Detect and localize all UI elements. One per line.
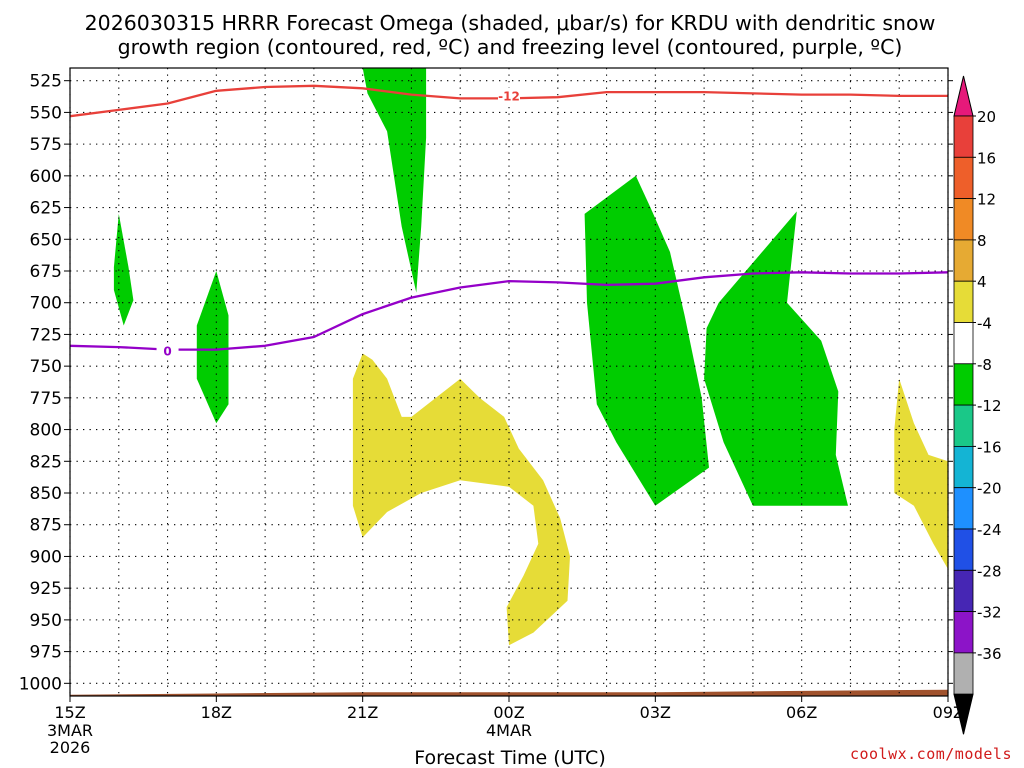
x-axis-label: Forecast Time (UTC): [414, 747, 605, 768]
omega-region: [894, 378, 948, 570]
colorbar-swatch: [953, 322, 974, 365]
x-tick-label: 09Z: [933, 703, 964, 722]
y-tick-label: 975: [30, 643, 62, 663]
omega-region: [113, 213, 134, 326]
y-tick-label: 900: [30, 547, 62, 567]
colorbar-swatch: [953, 404, 974, 447]
y-tick-label: 875: [30, 516, 62, 536]
y-tick-label: 525: [30, 72, 62, 92]
omega-region: [196, 271, 229, 424]
x-tick-label: 15Z: [54, 703, 85, 722]
contour-label-bg: [156, 342, 179, 358]
colorbar-label: -20: [977, 480, 1002, 498]
y-tick-label: 650: [30, 230, 62, 250]
x-tick-year: 2026: [50, 738, 91, 757]
colorbar-bottom-arrow: [953, 693, 974, 735]
colorbar-swatch: [953, 611, 974, 654]
y-tick-label: 800: [30, 421, 62, 441]
y-tick-label: 550: [30, 103, 62, 123]
colorbar-swatch: [953, 528, 974, 571]
x-tick-label: 00Z: [493, 703, 524, 722]
colorbar-swatch: [953, 487, 974, 530]
colorbar-label: -12: [977, 397, 1002, 415]
y-tick-label: 600: [30, 167, 62, 187]
y-tick-label: 750: [30, 357, 62, 377]
colorbar-swatch: [953, 198, 974, 241]
y-tick-label: 625: [30, 199, 62, 219]
x-tick-label: 21Z: [347, 703, 378, 722]
y-axis: 525 550 575 600 625 650 675 700 725 750 775 800 825 8…: [19, 72, 953, 694]
omega-region: [362, 68, 427, 293]
colorbar-label: -24: [977, 521, 1002, 539]
contour-label: -12: [498, 89, 520, 103]
y-tick-label: 1000: [19, 674, 62, 694]
x-tick-date: 4MAR: [486, 721, 532, 740]
omega-shading: [70, 68, 948, 696]
y-tick-label: 675: [30, 262, 62, 282]
colorbar-label: 4: [977, 273, 987, 291]
colorbar-swatch: [953, 239, 974, 282]
colorbar-swatch: [953, 280, 974, 323]
colorbar-swatch: [953, 156, 974, 200]
y-tick-label: 575: [30, 135, 62, 155]
colorbar-swatch: [953, 652, 974, 695]
colorbar-label: -8: [977, 356, 992, 374]
y-tick-label: 700: [30, 294, 62, 314]
y-tick-label: 725: [30, 325, 62, 345]
y-tick-label: 950: [30, 611, 62, 631]
y-tick-label: 925: [30, 579, 62, 599]
y-tick-label: 825: [30, 452, 62, 472]
credit-text: coolwx.com/models: [850, 745, 1012, 763]
x-tick-label: 06Z: [786, 703, 817, 722]
colorbar-swatch: [953, 363, 974, 406]
contour-label: 0: [163, 344, 171, 358]
colorbar-label: -16: [977, 438, 1002, 456]
colorbar-label: 16: [977, 149, 996, 167]
plot-area: -120525550575600625650675700725750775800…: [19, 67, 1002, 757]
contour-label-bg: [498, 87, 520, 103]
y-tick-label: 850: [30, 484, 62, 504]
colorbar-swatch: [953, 569, 974, 612]
colorbar-label: -28: [977, 562, 1002, 580]
colorbar-label: -36: [977, 645, 1002, 663]
x-tick-date: 3MAR: [47, 721, 93, 740]
x-tick-label: 03Z: [640, 703, 671, 722]
chart-title-line1: 2026030315 HRRR Forecast Omega (shaded, …: [85, 11, 936, 35]
x-tick-label: 18Z: [201, 703, 232, 722]
chart-title-line2: growth region (contoured, red, ºC) and f…: [118, 35, 903, 59]
omega-region: [584, 175, 709, 506]
contour-line: [70, 271, 948, 351]
omega-region: [352, 353, 570, 646]
colorbar-swatch: [953, 445, 974, 489]
colorbar-top-arrow: [953, 75, 974, 117]
omega-region: [704, 211, 848, 506]
colorbar-label: -4: [977, 315, 992, 333]
contour-lines: -12 0: [70, 84, 948, 358]
colorbar-label: 20: [977, 108, 996, 126]
colorbar-swatch: [953, 115, 974, 158]
colorbar: 20 16 12 8 4 -4 -8 -12 -16 -20 -24 -28 -32 -36: [953, 75, 1002, 735]
colorbar-label: -32: [977, 604, 1002, 622]
y-tick-label: 775: [30, 389, 62, 409]
colorbar-label: 8: [977, 232, 987, 250]
colorbar-label: 12: [977, 191, 996, 209]
